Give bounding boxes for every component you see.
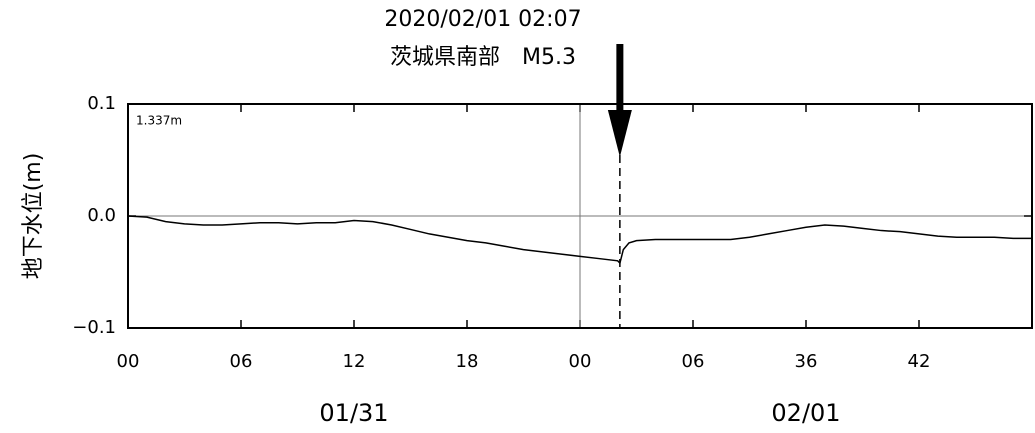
x-tick-label: 42 (908, 351, 931, 372)
date-label: 02/01 (771, 399, 840, 427)
event-arrow-head (607, 110, 632, 157)
event-label: 茨城県南部 M5.3 (390, 45, 576, 70)
event-arrow-shaft (616, 44, 624, 112)
plot-frame (127, 103, 1033, 329)
x-tick-label: 12 (343, 351, 366, 372)
x-tick-label: 00 (117, 351, 140, 372)
y-tick-label: 0.1 (87, 93, 116, 114)
event-time: 2020/02/01 02:07 (384, 7, 581, 32)
base-label: 1.337m (136, 114, 182, 128)
x-tick-label: 00 (569, 351, 592, 372)
x-tick-label: 06 (682, 351, 705, 372)
y-axis-label: 地下水位(m) (21, 153, 46, 280)
x-tick-label: 06 (230, 351, 253, 372)
y-tick-label: −0.1 (72, 317, 116, 338)
x-tick-label: 18 (456, 351, 479, 372)
x-tick-label: 36 (795, 351, 818, 372)
data-line (127, 215, 1032, 265)
y-tick-label: 0.0 (87, 205, 116, 226)
date-label: 01/31 (319, 399, 388, 427)
